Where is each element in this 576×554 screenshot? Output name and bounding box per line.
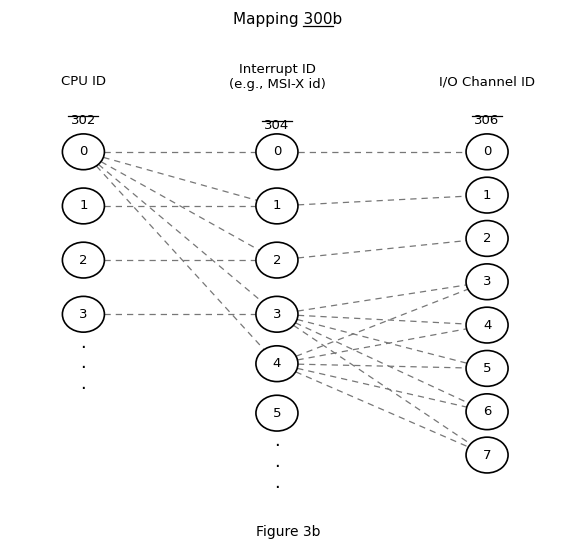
Circle shape xyxy=(256,296,298,332)
Circle shape xyxy=(62,242,104,278)
Circle shape xyxy=(466,177,508,213)
Text: 1: 1 xyxy=(272,199,281,212)
Circle shape xyxy=(466,307,508,343)
Text: 5: 5 xyxy=(483,362,491,375)
Text: 0: 0 xyxy=(483,145,491,158)
Text: Interrupt ID: Interrupt ID xyxy=(238,64,316,76)
Circle shape xyxy=(466,220,508,257)
Text: 3: 3 xyxy=(79,308,88,321)
Text: 2: 2 xyxy=(79,254,88,266)
Text: 1: 1 xyxy=(79,199,88,212)
Text: ·
·
·: · · · xyxy=(81,338,86,398)
Circle shape xyxy=(256,134,298,170)
Text: Mapping 300b: Mapping 300b xyxy=(233,12,343,27)
Text: (e.g., MSI-X id): (e.g., MSI-X id) xyxy=(229,78,325,90)
Circle shape xyxy=(62,188,104,224)
Circle shape xyxy=(466,437,508,473)
Text: 2: 2 xyxy=(272,254,281,266)
Text: I/O Channel ID: I/O Channel ID xyxy=(439,75,535,88)
Text: CPU ID: CPU ID xyxy=(61,75,106,88)
Text: ·
·
·: · · · xyxy=(274,438,280,497)
Text: 304: 304 xyxy=(264,119,290,132)
Circle shape xyxy=(62,296,104,332)
Text: 4: 4 xyxy=(483,319,491,332)
Circle shape xyxy=(256,346,298,382)
Text: 3: 3 xyxy=(272,308,281,321)
Circle shape xyxy=(256,188,298,224)
Text: 6: 6 xyxy=(483,405,491,418)
Circle shape xyxy=(256,242,298,278)
Circle shape xyxy=(466,351,508,386)
Circle shape xyxy=(256,395,298,431)
Circle shape xyxy=(466,394,508,430)
Text: 7: 7 xyxy=(483,449,491,461)
Text: 2: 2 xyxy=(483,232,491,245)
Text: 1: 1 xyxy=(483,188,491,202)
Text: 0: 0 xyxy=(273,145,281,158)
Text: 3: 3 xyxy=(483,275,491,288)
Text: 0: 0 xyxy=(79,145,88,158)
Text: 306: 306 xyxy=(475,114,500,127)
Text: 302: 302 xyxy=(71,114,96,127)
Text: Figure 3b: Figure 3b xyxy=(256,525,320,539)
Circle shape xyxy=(62,134,104,170)
Circle shape xyxy=(466,264,508,300)
Text: 4: 4 xyxy=(273,357,281,370)
Text: 5: 5 xyxy=(272,407,281,419)
Circle shape xyxy=(466,134,508,170)
